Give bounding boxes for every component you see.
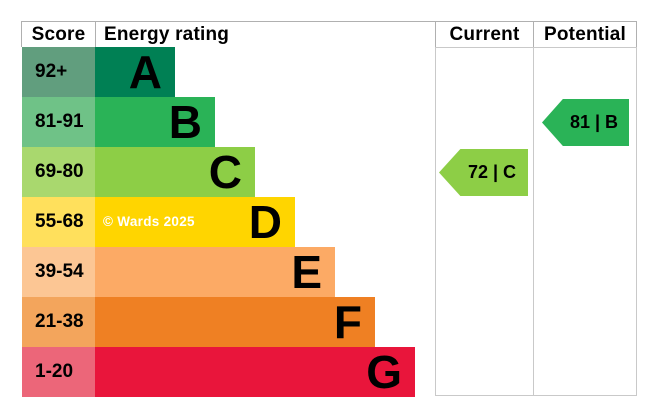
column-divider-current [435, 47, 436, 396]
band-row-a: 92+ A [22, 47, 415, 97]
band-score-range: 69-80 [22, 147, 95, 197]
band-bar-e: E [95, 247, 335, 297]
band-row-g: 1-20 G [22, 347, 415, 397]
band-score-range: 39-54 [22, 247, 95, 297]
current-rating-label: 72 | C [467, 162, 517, 182]
band-score-range: 92+ [22, 47, 95, 97]
chart-header: Score Energy rating Current Potential [21, 21, 637, 47]
header-current: Current [435, 21, 533, 47]
band-score-range: 55-68 [22, 197, 95, 247]
band-bar-c: C [95, 147, 255, 197]
band-row-b: 81-91 B [22, 97, 415, 147]
column-divider-potential [533, 47, 534, 396]
potential-rating-arrow: 81 | B [542, 99, 629, 146]
band-bar-f: F [95, 297, 375, 347]
current-rating-arrow: 72 | C [439, 149, 528, 196]
header-energy-rating: Energy rating [95, 21, 435, 47]
band-bar-a: A [95, 47, 175, 97]
header-score: Score [21, 21, 95, 47]
columns-top-border [435, 47, 637, 48]
band-bar-b: B [95, 97, 215, 147]
band-row-d: 55-68 D [22, 197, 415, 247]
energy-bands: 92+ A 81-91 B 69-80 C 55-68 D 39-54 E 21-38 F 1-20 G [22, 47, 415, 397]
band-row-c: 69-80 C [22, 147, 415, 197]
band-score-range: 1-20 [22, 347, 95, 397]
band-row-f: 21-38 F [22, 297, 415, 347]
potential-rating-label: 81 | B [569, 112, 619, 132]
band-row-e: 39-54 E [22, 247, 415, 297]
band-bar-d: D [95, 197, 295, 247]
band-score-range: 81-91 [22, 97, 95, 147]
header-potential: Potential [533, 21, 637, 47]
band-score-range: 21-38 [22, 297, 95, 347]
table-right-border [636, 47, 637, 396]
watermark: © Wards 2025 [103, 214, 195, 229]
band-bar-g: G [95, 347, 415, 397]
columns-bottom-border [435, 395, 637, 396]
